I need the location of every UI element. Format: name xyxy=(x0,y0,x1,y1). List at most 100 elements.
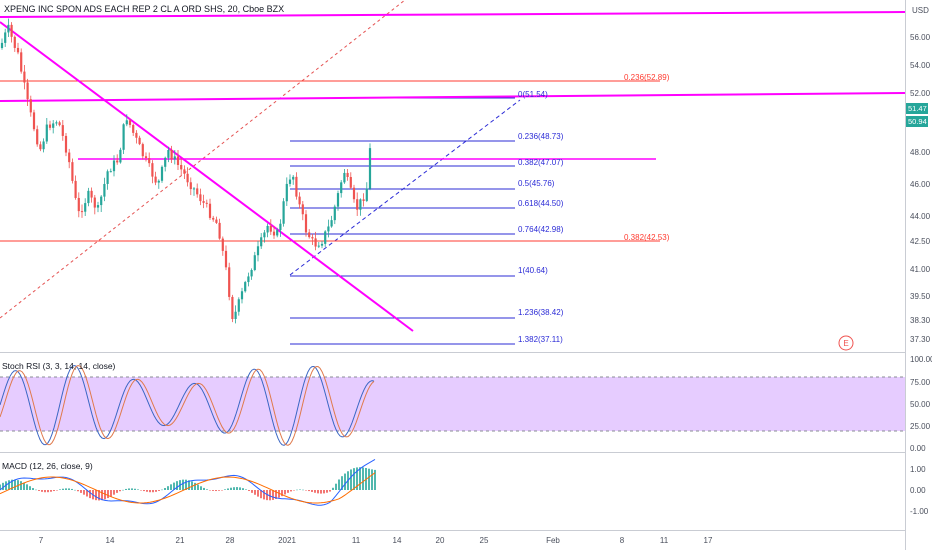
candle-body xyxy=(196,188,199,195)
current-price-label: 51.47 xyxy=(908,104,927,113)
candle-body xyxy=(298,196,301,205)
macd-histogram-bar xyxy=(317,490,319,494)
price-tick: 48.00 xyxy=(910,148,931,157)
currency-label: USD xyxy=(912,6,929,15)
macd-histogram-bar xyxy=(149,490,151,493)
macd-histogram-bar xyxy=(128,488,130,490)
macd-histogram-bar xyxy=(191,481,193,490)
macd-histogram-bar xyxy=(293,490,295,491)
macd-histogram-bar xyxy=(110,490,112,497)
candle-body xyxy=(285,183,288,202)
macd-histogram-bar xyxy=(308,490,310,492)
candle-body xyxy=(250,270,253,277)
resistance-line[interactable] xyxy=(0,92,906,102)
candle-body xyxy=(45,124,48,142)
macd-histogram-bar xyxy=(374,469,376,490)
candle-body xyxy=(20,52,23,72)
macd-histogram-bar xyxy=(350,469,352,490)
macd-histogram-bar xyxy=(152,490,154,493)
candle-body xyxy=(164,157,167,167)
candle-body xyxy=(141,144,144,157)
candle-body xyxy=(48,124,52,128)
downtrend-line[interactable] xyxy=(0,21,414,332)
price-tick: 54.00 xyxy=(910,61,931,70)
macd-line xyxy=(0,458,376,506)
macd-histogram-bar xyxy=(155,490,157,492)
resistance-line[interactable] xyxy=(0,11,906,18)
time-tick: 11 xyxy=(352,536,361,545)
stoch-rsi-axis[interactable]: 100.00 75.00 50.00 25.00 0.00 xyxy=(910,355,932,453)
macd-histogram-bar xyxy=(125,488,127,490)
candle-body xyxy=(167,149,170,158)
macd-histogram-bar xyxy=(50,490,52,492)
macd-histogram-bar xyxy=(29,486,31,490)
drawings-layer xyxy=(0,0,906,345)
macd-histogram-bar xyxy=(164,488,166,490)
macd-histogram-bar xyxy=(185,479,187,490)
macd-histogram-bar xyxy=(86,490,88,497)
trendline-dotted[interactable] xyxy=(0,0,406,319)
candle-body xyxy=(61,125,64,136)
macd-histogram-bar xyxy=(158,490,160,491)
macd-histogram-bar xyxy=(224,489,226,490)
candle-body xyxy=(349,177,352,188)
price-tick: 39.50 xyxy=(910,292,931,301)
price-axis[interactable]: 56.00 54.00 52.00 48.00 46.00 44.00 42.5… xyxy=(906,33,931,344)
macd-histogram-bar xyxy=(353,468,355,490)
candles-layer xyxy=(0,18,372,324)
candle-body xyxy=(112,160,116,172)
time-tick: 21 xyxy=(176,536,185,545)
macd-histogram-bar xyxy=(218,490,220,491)
chart-title: XPENG INC SPON ADS EACH REP 2 CL A ORD S… xyxy=(4,4,284,14)
candle-body xyxy=(122,124,125,150)
time-axis[interactable]: 7 14 21 28 2021 11 14 20 25 Feb 8 11 17 xyxy=(39,536,713,545)
candle-body xyxy=(192,188,196,190)
candle-body xyxy=(186,173,189,183)
candle-body xyxy=(320,243,324,246)
macd-histogram-bar xyxy=(236,487,238,490)
fib-label: 1.236(38.42) xyxy=(518,308,564,317)
macd-histogram-bar xyxy=(68,488,70,490)
macd-histogram-bar xyxy=(113,490,115,495)
macd-histogram-bar xyxy=(254,490,256,495)
macd-histogram-bar xyxy=(245,489,247,490)
macd-histogram-bar xyxy=(311,490,313,492)
earnings-event-icon[interactable]: E xyxy=(838,335,854,351)
candle-body xyxy=(16,47,20,53)
time-tick: 14 xyxy=(393,536,402,545)
macd-histogram-bar xyxy=(167,486,169,490)
candle-body xyxy=(253,255,256,271)
candle-body xyxy=(288,179,292,184)
trendline-dashed[interactable] xyxy=(289,99,521,276)
macd-histogram-bar xyxy=(227,488,229,490)
candle-body xyxy=(234,311,237,320)
macd-histogram-bar xyxy=(71,488,73,490)
stoch-rsi-d-line xyxy=(0,364,375,446)
macd-histogram-bar xyxy=(215,490,217,492)
macd-histogram-bar xyxy=(116,490,118,493)
candle-body xyxy=(36,129,39,145)
macd-histogram-bar xyxy=(161,489,163,491)
price-tick: 46.00 xyxy=(910,180,931,189)
macd-histogram-bar xyxy=(341,476,343,490)
macd-histogram-bar xyxy=(20,481,22,490)
macd-histogram-bar xyxy=(287,490,289,493)
candle-body xyxy=(340,182,343,194)
macd-histogram-bar xyxy=(371,469,373,490)
macd-histogram-bar xyxy=(101,490,103,501)
candle-body xyxy=(138,137,141,145)
macd-histogram-bar xyxy=(80,490,82,493)
candle-body xyxy=(244,282,247,292)
fib-labels-small: 0(51.54) 0.236(48.73) 0.382(47.07) 0.5(4… xyxy=(518,90,564,344)
macd-histogram-bar xyxy=(323,490,325,494)
macd-axis[interactable]: 1.00 0.00 -1.00 xyxy=(910,465,929,516)
candle-body xyxy=(279,223,282,231)
macd-histogram-bar xyxy=(11,479,13,490)
candle-body xyxy=(333,206,336,221)
macd-histogram-bar xyxy=(206,489,208,490)
candle-body xyxy=(23,71,26,83)
macd-histogram-bar xyxy=(59,489,61,490)
candle-body xyxy=(189,182,192,190)
macd-signal-line xyxy=(0,472,376,504)
